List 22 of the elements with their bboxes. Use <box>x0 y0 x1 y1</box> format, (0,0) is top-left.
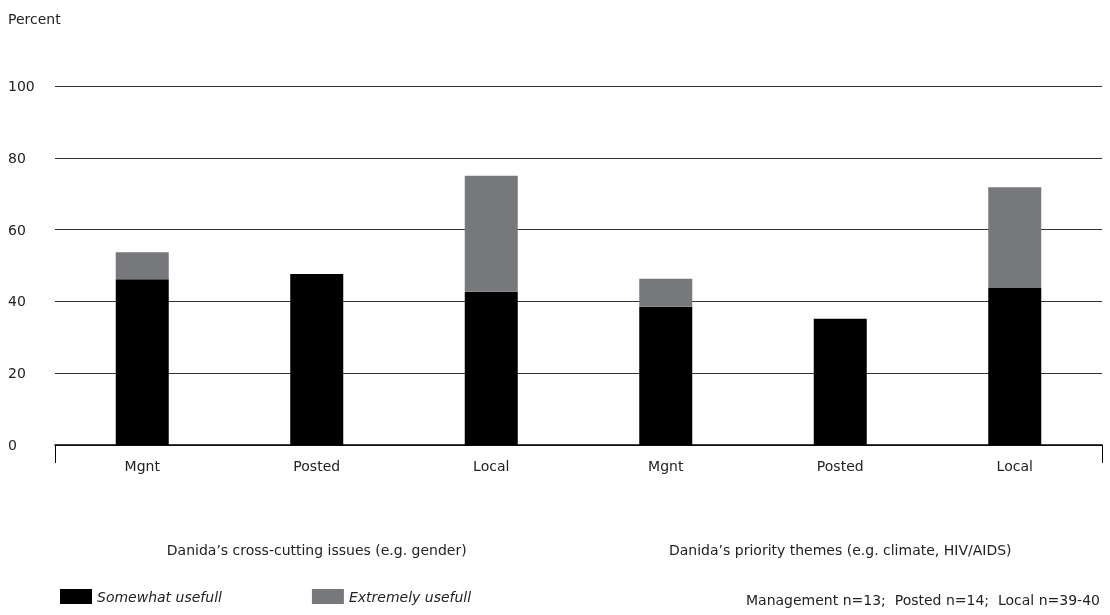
y-tick-label: 40 <box>8 293 26 310</box>
legend-label: Extremely usefull <box>348 588 472 605</box>
bar <box>639 278 693 307</box>
bar <box>115 252 169 280</box>
text: Management n=13; Posted n=14; Local n=39-40 <box>745 592 1100 608</box>
x-tick-label: Mgnt <box>648 458 684 474</box>
y-tick-label: 0 <box>8 437 17 453</box>
x-tick-label: Local <box>996 458 1033 474</box>
y-tick-label: 20 <box>8 365 26 382</box>
text: Danida’s priority themes (e.g. climate, HIV/AIDS) <box>668 542 1012 558</box>
x-tick-label: Posted <box>816 458 864 474</box>
y-tick-label: 100 <box>8 78 35 94</box>
x-tick-label: Posted <box>293 458 341 474</box>
bar <box>988 187 1042 289</box>
text: Danida’s cross-cutting issues (e.g. gender) <box>166 542 467 558</box>
y-tick-label: 60 <box>8 221 26 238</box>
legend-label: Somewhat usefull <box>97 588 223 605</box>
bar <box>464 175 518 292</box>
y-tick-label: 80 <box>8 149 26 166</box>
y-axis-title: Percent <box>8 11 62 27</box>
x-tick-label: Mgnt <box>124 458 161 474</box>
x-tick-label: Local <box>473 458 510 474</box>
